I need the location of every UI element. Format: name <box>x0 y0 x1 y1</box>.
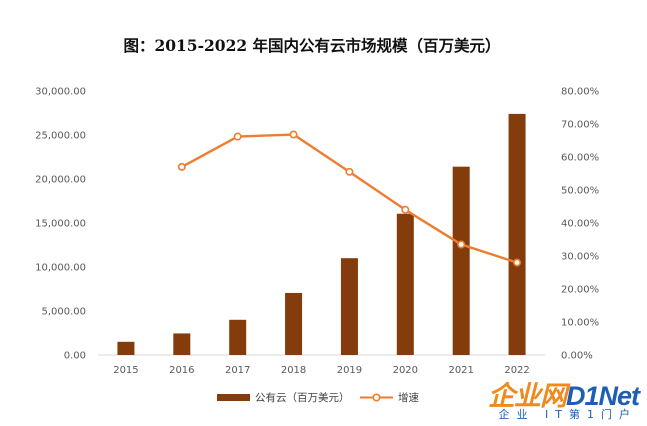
left-axis-tick-label: 10,000.00 <box>35 263 86 274</box>
line-point <box>289 130 298 139</box>
legend-line-label: 增速 <box>398 391 419 404</box>
left-axis: 0.00 5,000.00 10,000.00 15,000.00 20,000.00 2… <box>35 87 86 362</box>
line-series <box>177 130 522 267</box>
right-axis-tick-label: 60.00% <box>561 153 599 164</box>
x-axis-tick-label: 2015 <box>113 365 138 376</box>
left-axis-tick-label: 0.00 <box>64 351 86 362</box>
right-axis-tick-label: 40.00% <box>561 219 599 230</box>
bar <box>452 166 470 355</box>
right-axis-tick-label: 70.00% <box>561 120 599 131</box>
legend: 公有云（百万美元） 增速 <box>217 391 419 404</box>
x-axis-tick-label: 2016 <box>169 365 194 376</box>
bar <box>285 292 303 355</box>
legend-line-marker <box>372 393 381 402</box>
x-axis-tick-label: 2017 <box>225 365 250 376</box>
x-axis-tick-label: 2021 <box>448 365 473 376</box>
legend-bar-label: 公有云（百万美元） <box>255 391 350 404</box>
right-axis: 0.00% 10.00% 20.00% 30.00% 40.00% 50.00% 60.00… <box>561 87 599 362</box>
x-axis-tick-label: 2022 <box>504 365 529 376</box>
bar <box>340 258 358 355</box>
x-axis-tick-label: 2018 <box>281 365 306 376</box>
line-point <box>177 162 186 171</box>
line-point <box>401 205 410 214</box>
x-axis-tick-label: 2020 <box>393 365 418 376</box>
legend-bar-swatch <box>217 394 250 401</box>
watermark-subtitle: 企业 IT第1门户 <box>498 408 637 421</box>
left-axis-tick-label: 20,000.00 <box>35 175 86 186</box>
right-axis-tick-label: 10.00% <box>561 318 599 329</box>
left-axis-tick-label: 15,000.00 <box>35 219 86 230</box>
bar <box>396 213 414 355</box>
right-axis-tick-label: 50.00% <box>561 186 599 197</box>
left-axis-tick-label: 30,000.00 <box>35 87 86 98</box>
bar <box>229 319 247 355</box>
left-axis-tick-label: 5,000.00 <box>41 307 86 318</box>
watermark-logo-cn: 企业网 <box>487 381 567 411</box>
watermark-logo: 企业网D1Net 企业 IT第1门户 <box>471 372 641 424</box>
right-axis-tick-label: 0.00% <box>561 351 593 362</box>
right-axis-tick-label: 80.00% <box>561 87 599 98</box>
right-axis-tick-label: 30.00% <box>561 252 599 263</box>
right-axis-tick-label: 20.00% <box>561 285 599 296</box>
bar <box>173 333 191 355</box>
chart-title: 图：2015-2022 年国内公有云市场规模（百万美元） <box>123 36 500 55</box>
x-axis-tick-label: 2019 <box>337 365 362 376</box>
bar <box>117 341 135 355</box>
left-axis-tick-label: 25,000.00 <box>35 131 86 142</box>
watermark-logo-d1net: D1Net <box>565 381 640 411</box>
line-point <box>233 132 242 141</box>
line-point <box>513 258 522 267</box>
bar-series <box>117 113 526 355</box>
x-axis: 2015 2016 2017 2018 2019 2020 2021 2022 <box>113 365 530 376</box>
bar <box>508 113 526 355</box>
line-point <box>345 167 354 176</box>
line-point <box>457 240 466 249</box>
